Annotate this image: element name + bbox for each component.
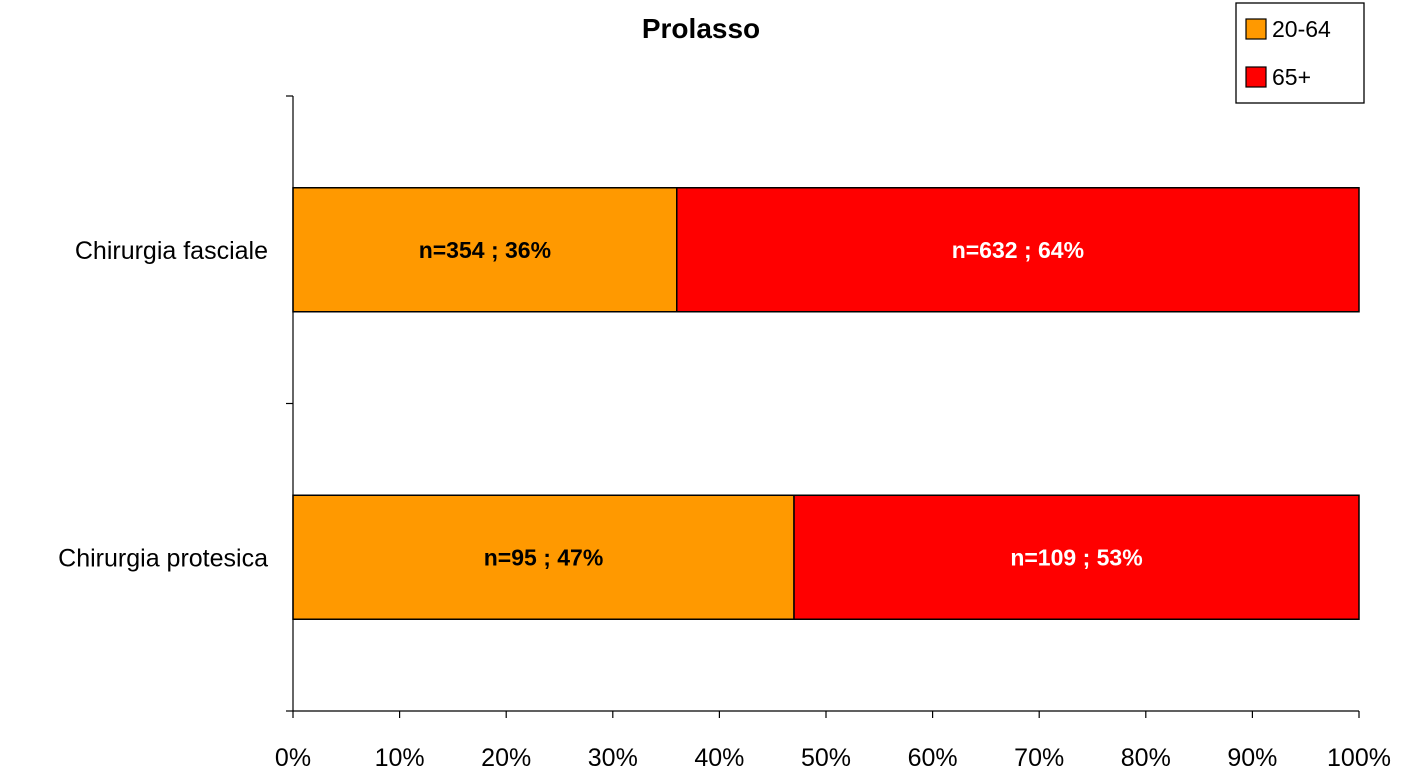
axes-group: Chirurgia fasciale Chirurgia protesica 0% 1… [58, 95, 1391, 772]
data-label-1-0: n=95 ; 47% [484, 544, 604, 570]
x-tick-label-9: 90% [1227, 744, 1277, 772]
x-tick-label-5: 50% [801, 744, 851, 772]
bars-group: n=354 ; 36% n=632 ; 64% n=95 ; 47% n=109 ; … [292, 187, 1360, 620]
bar-0-1 [676, 187, 1360, 313]
data-label-1-1: n=109 ; 53% [1010, 544, 1142, 570]
x-tick-label-7: 70% [1014, 744, 1064, 772]
x-tick-label-0: 0% [275, 744, 311, 772]
legend-label-0: 20-64 [1272, 16, 1331, 42]
legend: 20-64 65+ [1235, 2, 1365, 104]
data-label-0-0: n=354 ; 36% [419, 237, 551, 263]
legend-swatch-1 [1245, 66, 1267, 88]
x-tick-label-4: 40% [694, 744, 744, 772]
x-tick-label-8: 80% [1121, 744, 1171, 772]
category-label-0: Chirurgia fasciale [75, 237, 268, 265]
x-tick-label-3: 30% [588, 744, 638, 772]
data-label-0-1: n=632 ; 64% [952, 237, 1084, 263]
bar-0-0 [292, 187, 678, 313]
x-tick-label-1: 10% [375, 744, 425, 772]
bar-1-1 [793, 494, 1360, 620]
legend-label-1: 65+ [1272, 64, 1311, 90]
x-tick-label-2: 20% [481, 744, 531, 772]
category-label-1: Chirurgia protesica [58, 544, 268, 572]
x-tick-label-10: 100% [1327, 744, 1391, 772]
legend-swatch-0 [1245, 18, 1267, 40]
x-tick-label-6: 60% [908, 744, 958, 772]
chart-title: Prolasso [642, 13, 760, 44]
bar-1-0 [292, 494, 795, 620]
